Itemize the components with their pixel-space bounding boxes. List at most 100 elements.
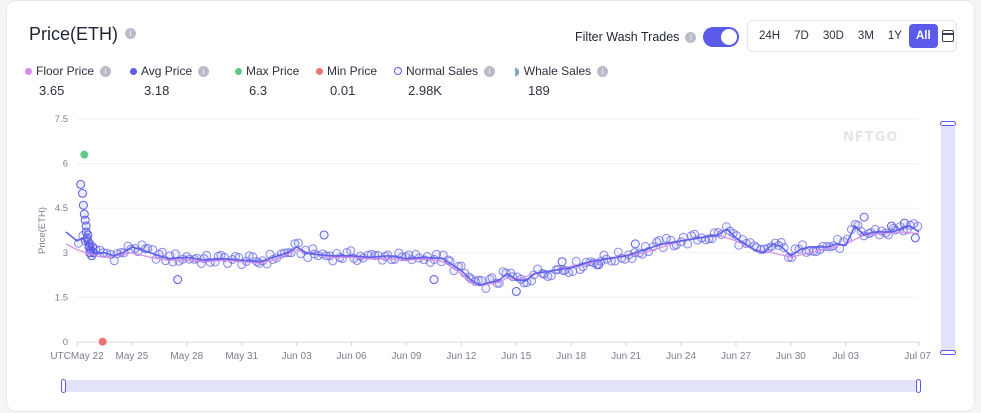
max-price-point: [80, 150, 89, 159]
chart-legend: Floor Price i 3.65 Avg Price i 3.18 Max Pr…: [25, 64, 665, 104]
x-tick-label: Jun 06: [337, 351, 367, 362]
legend-max-price[interactable]: Max Price 6.3: [235, 64, 299, 98]
avg-price-value: 3.18: [144, 83, 170, 98]
sale-marker: [346, 246, 356, 256]
sale-marker: [429, 275, 439, 285]
x-tick-label: Jun 18: [556, 351, 586, 362]
y-tick-label: 1.5: [55, 292, 68, 303]
x-zoom-slider[interactable]: [61, 379, 921, 393]
floor-price-value: 3.65: [39, 83, 65, 98]
min-price-value: 0.01: [330, 83, 356, 98]
filter-wash-trades-toggle[interactable]: [703, 27, 740, 47]
range-1y-button[interactable]: 1Y: [887, 30, 902, 42]
range-all-button[interactable]: All: [908, 24, 938, 48]
legend-label: Avg Price: [141, 64, 193, 78]
sale-marker: [511, 286, 521, 296]
y-zoom-handle-bottom[interactable]: [940, 350, 956, 355]
legend-label: Whale Sales: [523, 64, 592, 78]
whale-icon: ◗: [514, 64, 520, 78]
y-zoom-slider[interactable]: [940, 121, 956, 355]
sale-marker: [683, 239, 693, 249]
x-tick-label: Jun 24: [666, 351, 696, 362]
floor-price-marker: [25, 67, 32, 75]
sale-marker: [293, 238, 303, 248]
toggle-knob: [721, 29, 738, 45]
y-zoom-handle-top[interactable]: [940, 121, 956, 126]
x-tick-label: Jul 03: [832, 351, 859, 362]
y-tick-label: 6: [63, 159, 68, 170]
sale-marker: [546, 271, 556, 281]
calendar-icon[interactable]: [941, 30, 954, 42]
price-chart[interactable]: 0 1.5 3 4.5 6 7.5 UTCMay 22 May 25 May 28 May 31 J…: [7, 1, 976, 413]
sale-marker: [328, 256, 338, 266]
range-7d-button[interactable]: 7D: [794, 30, 809, 42]
price-chart-card: Price(ETH) i Filter Wash Trades i 24H 7D …: [6, 0, 975, 412]
legend-whale-sales[interactable]: ◗ Whale Sales i 189: [514, 64, 609, 98]
x-tick-label: Jun 21: [611, 351, 641, 362]
info-icon[interactable]: i: [597, 65, 609, 77]
sale-marker: [899, 218, 909, 228]
range-24h-button[interactable]: 24H: [759, 30, 781, 42]
legend-label: Floor Price: [36, 64, 95, 78]
legend-label: Max Price: [246, 64, 300, 78]
sale-marker: [859, 212, 869, 222]
sale-marker: [202, 250, 212, 260]
filter-wash-trades-label: Filter Wash Trades: [575, 30, 680, 44]
chart-title-text: Price(ETH): [29, 24, 118, 44]
x-tick-label: Jun 12: [446, 351, 476, 362]
range-30d-button[interactable]: 30D: [822, 30, 844, 42]
normal-sales-value: 2.98K: [408, 83, 442, 98]
x-tick-label: May 25: [116, 351, 149, 362]
x-tick-label: May 31: [225, 351, 258, 362]
sale-marker: [319, 230, 329, 240]
sale-marker: [887, 221, 897, 231]
sale-marker: [571, 256, 581, 266]
avg-price-marker: [130, 67, 137, 75]
legend-label: Min Price: [327, 64, 378, 78]
sale-marker: [173, 275, 183, 285]
min-price-marker: [316, 67, 323, 75]
y-tick-label: 7.5: [55, 114, 68, 125]
y-tick-label: 4.5: [55, 203, 68, 214]
info-icon[interactable]: i: [198, 65, 210, 77]
sale-marker: [630, 239, 640, 249]
sale-marker: [501, 268, 511, 278]
sale-marker: [779, 243, 789, 253]
sale-marker: [170, 249, 180, 259]
min-price-point: [98, 337, 107, 346]
x-tick-label: Jul 07: [904, 351, 931, 362]
legend-normal-sales[interactable]: Normal Sales i 2.98K: [394, 64, 496, 98]
x-tick-label: Jun 15: [501, 351, 531, 362]
legend-min-price[interactable]: Min Price 0.01: [316, 64, 377, 98]
x-tick-label: Jun 30: [776, 351, 806, 362]
legend-floor-price[interactable]: Floor Price i 3.65: [25, 64, 112, 98]
filter-wash-trades: Filter Wash Trades i: [575, 27, 740, 47]
legend-avg-price[interactable]: Avg Price i 3.18: [130, 64, 210, 98]
x-zoom-handle-start[interactable]: [61, 379, 66, 393]
y-axis-label: Price(ETH): [37, 207, 48, 254]
info-icon[interactable]: i: [125, 27, 136, 39]
normal-sales-marker: [394, 67, 402, 75]
x-tick-label: Jun 09: [391, 351, 421, 362]
x-zoom-handle-end[interactable]: [916, 379, 921, 393]
y-tick-label: 3: [63, 248, 68, 259]
sale-marker: [78, 200, 88, 210]
info-icon[interactable]: i: [685, 31, 697, 43]
range-3m-button[interactable]: 3M: [857, 30, 874, 42]
sale-marker: [76, 179, 86, 189]
info-icon[interactable]: i: [100, 65, 112, 77]
sale-marker: [543, 271, 553, 281]
info-icon[interactable]: i: [484, 65, 496, 77]
sale-marker: [308, 244, 318, 254]
max-price-marker: [235, 67, 242, 75]
sale-marker: [230, 252, 240, 262]
y-tick-label: 0: [63, 337, 68, 348]
x-tick-label: UTCMay 22: [50, 351, 104, 362]
whale-sales-value: 189: [528, 83, 550, 98]
sale-marker: [661, 233, 671, 243]
sale-marker: [557, 257, 567, 267]
x-tick-label: May 28: [170, 351, 203, 362]
sale-marker: [83, 230, 93, 240]
watermark-logo: NFTGO: [843, 130, 898, 145]
max-price-value: 6.3: [249, 83, 268, 98]
